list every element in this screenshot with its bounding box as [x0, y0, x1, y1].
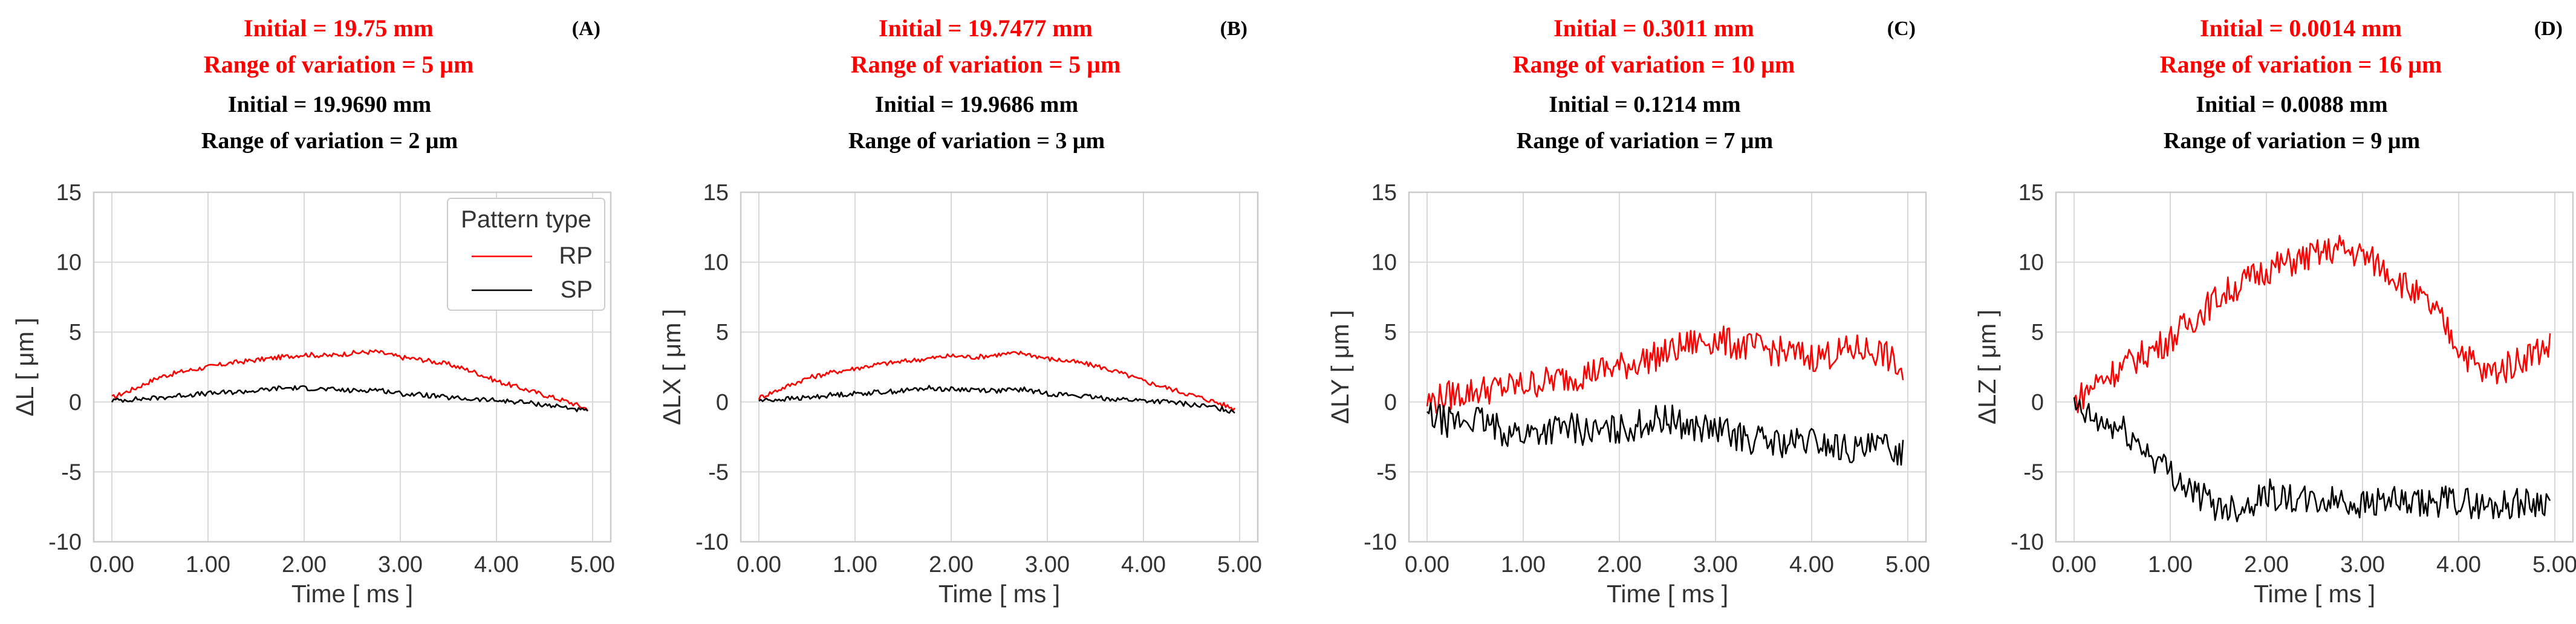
x-tick-label: 3.00	[1693, 552, 1738, 577]
x-tick-label: 1.00	[186, 552, 230, 577]
sp-range-label: Range of variation = 9 μm	[2164, 128, 2420, 154]
y-tick-label: 0	[2031, 390, 2044, 415]
y-tick-label: -5	[61, 460, 82, 485]
x-tick-label: 0.00	[89, 552, 134, 577]
x-tick-label: 5.00	[1217, 552, 1262, 577]
rp-initial-label: Initial = 19.7477 mm	[879, 15, 1093, 42]
x-tick-label: 1.00	[833, 552, 877, 577]
y-tick-label: 10	[56, 250, 82, 276]
rp-initial-label: Initial = 0.3011 mm	[1553, 15, 1754, 42]
y-tick-label: 5	[716, 320, 729, 345]
y-tick-label: -10	[48, 530, 82, 555]
x-tick-label: 2.00	[282, 552, 327, 577]
x-tick-label: 1.00	[1501, 552, 1546, 577]
x-tick-label: 2.00	[929, 552, 974, 577]
y-tick-label: 15	[1371, 180, 1397, 206]
rp-range-label: Range of variation = 16 μm	[2160, 51, 2442, 78]
y-tick-label: 15	[703, 180, 729, 206]
x-axis-label: Time [ ms ]	[2254, 580, 2375, 608]
y-tick-label: 10	[1371, 250, 1397, 276]
y-tick-label: -10	[695, 530, 729, 555]
x-tick-label: 0.00	[737, 552, 781, 577]
series-line-rp	[111, 349, 589, 412]
series-line-sp	[2073, 397, 2551, 522]
sp-range-label: Range of variation = 7 μm	[1517, 128, 1773, 154]
x-tick-label: 0.00	[1405, 552, 1449, 577]
sp-range-label: Range of variation = 3 μm	[848, 128, 1105, 154]
y-tick-label: 0	[1384, 390, 1397, 415]
chart-panel: Initial = 0.0014 mm Range of variation = …	[1973, 15, 2576, 608]
y-tick-label: 10	[2018, 250, 2044, 276]
x-axis-label: Time [ ms ]	[1607, 580, 1728, 608]
y-tick-label: -10	[2011, 530, 2044, 555]
x-tick-label: 3.00	[1025, 552, 1070, 577]
x-tick-label: 4.00	[2436, 552, 2481, 577]
y-tick-label: -5	[708, 460, 729, 485]
series-line-sp	[111, 385, 588, 412]
y-axis-label: ΔLY [ μm ]	[1326, 310, 1354, 424]
y-tick-label: 10	[703, 250, 729, 276]
plot-frame	[1408, 191, 1927, 543]
rp-initial-label: Initial = 0.0014 mm	[2200, 15, 2402, 42]
rp-range-label: Range of variation = 5 μm	[851, 51, 1121, 78]
x-tick-label: 5.00	[2532, 552, 2576, 577]
series-line-rp	[1426, 325, 1904, 414]
legend-entry-sp: SP	[561, 276, 593, 303]
x-tick-label: 4.00	[474, 552, 519, 577]
y-tick-label: -10	[1364, 530, 1397, 555]
y-axis-label: ΔLZ [ μm ]	[1973, 310, 2001, 424]
panel-letter: (A)	[572, 18, 600, 40]
rp-range-label: Range of variation = 10 μm	[1513, 51, 1795, 78]
x-tick-label: 1.00	[2148, 552, 2193, 577]
series-line-sp	[1426, 401, 1904, 466]
x-tick-label: 5.00	[1885, 552, 1930, 577]
y-tick-label: 5	[2031, 320, 2044, 345]
x-tick-label: 4.00	[1121, 552, 1166, 577]
y-axis-label: ΔLX [ μm ]	[658, 309, 686, 425]
x-tick-label: 0.00	[2052, 552, 2096, 577]
sp-range-label: Range of variation = 2 μm	[201, 128, 458, 154]
y-axis-label: ΔL [ μm ]	[11, 317, 39, 416]
y-tick-label: 5	[1384, 320, 1397, 345]
y-tick-label: -5	[2023, 460, 2044, 485]
sp-initial-label: Initial = 19.9686 mm	[875, 92, 1078, 117]
x-tick-label: 4.00	[1789, 552, 1834, 577]
legend-title: Pattern type	[461, 206, 591, 233]
sp-initial-label: Initial = 0.1214 mm	[1549, 92, 1740, 117]
x-tick-label: 3.00	[2340, 552, 2385, 577]
legend-box	[447, 198, 605, 311]
y-tick-label: 0	[716, 390, 729, 415]
chart-panel: Initial = 19.7477 mm Range of variation =…	[658, 15, 1262, 608]
sp-initial-label: Initial = 0.0088 mm	[2196, 92, 2387, 117]
chart-panel: Initial = 19.75 mm Range of variation = 5…	[11, 15, 615, 608]
legend: Pattern type RP SP	[447, 198, 605, 311]
sp-initial-label: Initial = 19.9690 mm	[228, 92, 431, 117]
series-line-rp	[2073, 235, 2551, 414]
panel-letter: (D)	[2534, 18, 2563, 40]
chart-panel: Initial = 0.3011 mm Range of variation = …	[1326, 15, 1930, 608]
plot-frame	[93, 191, 612, 543]
y-tick-label: 15	[56, 180, 82, 206]
y-tick-label: -5	[1376, 460, 1397, 485]
y-tick-label: 5	[69, 320, 82, 345]
series-line-rp	[758, 350, 1236, 412]
rp-range-label: Range of variation = 5 μm	[204, 51, 474, 78]
x-tick-label: 2.00	[2244, 552, 2289, 577]
plot-frame	[2055, 191, 2574, 543]
plot-frame	[740, 191, 1259, 543]
x-tick-label: 2.00	[1597, 552, 1642, 577]
legend-entry-rp: RP	[559, 242, 593, 269]
series-line-sp	[758, 385, 1235, 414]
x-tick-label: 3.00	[378, 552, 423, 577]
panel-letter: (C)	[1887, 18, 1916, 40]
y-tick-label: 0	[69, 390, 82, 415]
y-tick-label: 15	[2018, 180, 2044, 206]
x-tick-label: 5.00	[570, 552, 615, 577]
x-axis-label: Time [ ms ]	[938, 580, 1060, 608]
rp-initial-label: Initial = 19.75 mm	[244, 15, 434, 42]
panel-letter: (B)	[1220, 18, 1247, 40]
x-axis-label: Time [ ms ]	[291, 580, 413, 608]
